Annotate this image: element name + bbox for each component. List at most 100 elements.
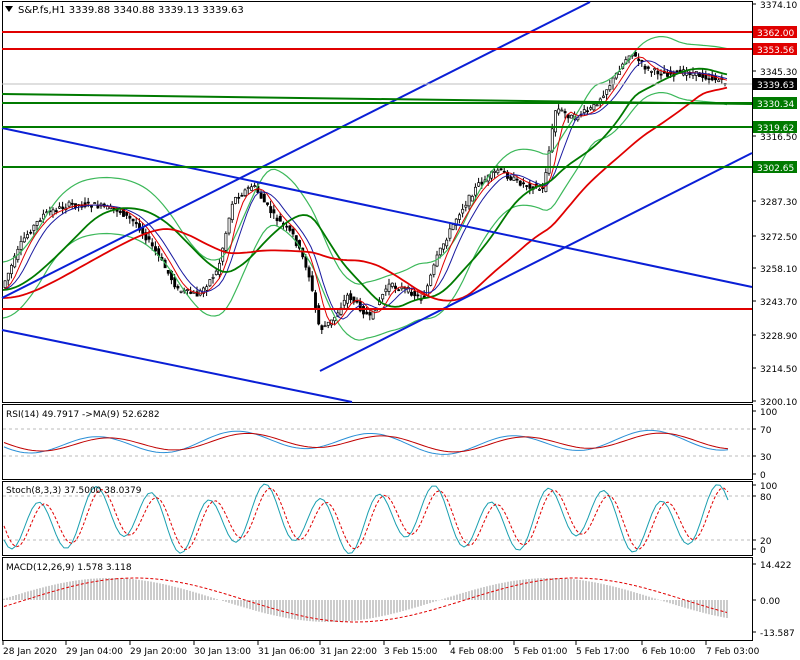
candle-body (285, 225, 289, 228)
candle-body (438, 247, 442, 256)
candle-body (227, 217, 231, 234)
time-tick-label: 31 Jan 06:00 (258, 647, 315, 657)
price-tick-label: 3258.10 (760, 265, 797, 275)
level-label-box (753, 43, 797, 55)
candle-body (675, 70, 679, 73)
time-tick-label: 28 Jan 2020 (3, 647, 57, 657)
level-label-box (753, 161, 797, 173)
candle-body (643, 65, 647, 70)
candle-body (499, 168, 503, 171)
main-plot[interactable]: S&P.fs,H1 3339.88 3340.88 3339.13 3339.6… (1, 1, 753, 403)
candle-body (563, 111, 567, 114)
time-tick-label: 3 Feb 15:00 (384, 647, 438, 657)
price-axis: 3374.103345.303330.903316.503301.703287.… (752, 1, 797, 408)
candle-body (544, 172, 548, 192)
horizontal-levels[interactable] (1, 31, 753, 310)
candle-body (659, 73, 663, 76)
rsi-line (3, 429, 729, 455)
candle-body (266, 202, 269, 205)
candle-body (237, 196, 241, 199)
candle-body (522, 182, 525, 185)
candle-body (243, 189, 247, 196)
candles (3, 48, 727, 334)
channel-lower-line (319, 152, 753, 372)
candle-body (451, 224, 455, 230)
candle-body (90, 205, 93, 208)
candle-body (211, 276, 215, 279)
price-tick-label: 3287.30 (760, 198, 797, 208)
candle-body (250, 186, 253, 191)
candle-body (371, 308, 375, 320)
candle-body (147, 236, 151, 240)
candle-body (368, 312, 372, 316)
main-panel-frame (2, 1, 753, 403)
price-tick-label: 3243.70 (760, 298, 797, 308)
macd-axis: 14.422 0.00 -13.587 (752, 561, 795, 639)
stoch-main-line (3, 483, 729, 554)
candle-body (595, 104, 599, 107)
rsi-panel-frame (2, 404, 753, 480)
candle-body (32, 224, 36, 231)
candle-body (38, 220, 42, 222)
candle-body (589, 107, 593, 110)
candle-body (362, 306, 365, 315)
candle-body (272, 209, 276, 214)
stoch-tick-label: 0 (760, 546, 766, 556)
price-tick-label: 3345.30 (760, 68, 797, 78)
candle-body (230, 203, 234, 221)
candle-body (640, 60, 644, 62)
rsi-label: RSI(14) 49.7917 ->MA(9) 52.6282 (6, 410, 160, 420)
candle-body (410, 291, 413, 296)
candle-body (707, 78, 711, 80)
time-tick-label: 7 Feb 03:00 (706, 647, 760, 657)
sloped-green-level (1, 93, 753, 105)
downtrend-upper-line (1, 127, 753, 288)
candle-body (592, 104, 596, 111)
macd-panel[interactable]: MACD(12,26,9) 1.578 3.118 14.422 0.00 -13.… (3, 561, 795, 639)
candle-body (253, 185, 257, 187)
rsi-tick-label: 0 (760, 471, 766, 481)
candle-body (538, 188, 541, 191)
indicator-lines (2, 35, 728, 341)
time-tick-label: 29 Jan 20:00 (130, 647, 187, 657)
candle-body (326, 321, 330, 326)
level-label-box (753, 78, 797, 90)
candle-body (224, 232, 228, 251)
macd-panel-frame (2, 557, 753, 641)
candle-body (704, 74, 708, 80)
candle-body (611, 77, 615, 85)
level-label-text: 3362.00 (757, 29, 794, 39)
macd-tick-label: -13.587 (760, 629, 795, 639)
candle-body (86, 201, 90, 204)
symbol-header: S&P.fs,H1 3339.88 3340.88 3339.13 3339.6… (18, 5, 244, 16)
candle-body (464, 204, 468, 208)
candle-body (413, 291, 417, 297)
price-tick-label: 3214.50 (760, 365, 797, 375)
stoch-tick-label: 100 (760, 482, 777, 492)
candle-body (259, 192, 263, 199)
rsi-tick-label: 100 (760, 408, 777, 418)
rsi-panel[interactable]: RSI(14) 49.7917 ->MA(9) 52.6282 100 70 30 0 (3, 408, 777, 481)
trend-channel[interactable] (1, 1, 753, 403)
candle-body (54, 210, 58, 213)
candle-body (554, 110, 557, 133)
candle-body (118, 210, 122, 213)
rsi-axis: 100 70 30 0 (752, 408, 777, 481)
candle-body (442, 243, 445, 250)
candle-body (320, 325, 324, 330)
bollinger-lower (2, 91, 728, 341)
candle-body (29, 231, 33, 234)
macd-label: MACD(12,26,9) 1.578 3.118 (6, 563, 132, 573)
candle-body (67, 201, 71, 207)
stoch-signal-line (3, 487, 729, 550)
level-label-box (753, 97, 797, 109)
candle-body (26, 234, 29, 239)
candle-body (365, 311, 369, 315)
candle-body (605, 89, 609, 95)
candle-body (13, 255, 17, 268)
candle-body (509, 176, 513, 181)
time-tick-label: 6 Feb 10:00 (642, 647, 696, 657)
candle-body (317, 305, 321, 325)
